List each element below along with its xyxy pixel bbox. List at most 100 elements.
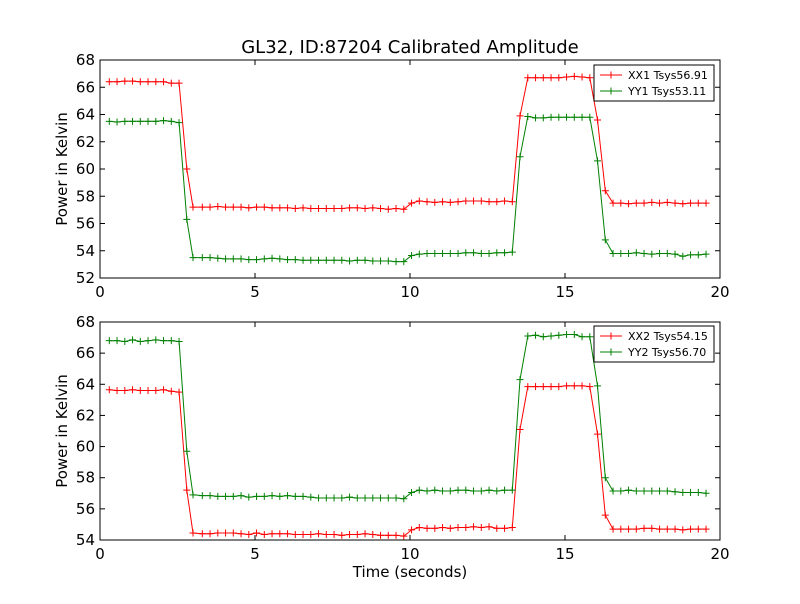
data-point — [284, 492, 292, 500]
plot-1: 0 5 10 15 20 54 56 58 60 62 64 66 68 XX2 Tsys54.15 YY2… — [76, 313, 730, 563]
y-tick-label: 60 — [76, 438, 95, 456]
data-point — [167, 79, 175, 87]
data-point — [152, 78, 160, 86]
y-axis-label-bottom: Power in Kelvin — [53, 374, 71, 488]
data-point — [617, 487, 625, 495]
data-point — [671, 525, 679, 533]
data-point — [594, 157, 602, 165]
data-point — [702, 525, 710, 533]
data-point — [291, 256, 299, 264]
data-point — [206, 203, 214, 211]
data-point — [214, 202, 222, 210]
data-point — [539, 333, 547, 341]
data-point — [570, 72, 578, 80]
data-point — [640, 487, 648, 495]
data-point — [601, 511, 609, 519]
chart-title-top: GL32, ID:87204 Calibrated Amplitude — [241, 37, 579, 58]
data-point — [361, 494, 369, 502]
data-point — [121, 337, 129, 345]
data-point — [408, 199, 416, 207]
data-point — [648, 487, 656, 495]
data-point — [462, 524, 470, 532]
data-point — [462, 197, 470, 205]
data-point — [384, 494, 392, 502]
data-point — [694, 199, 702, 207]
data-point — [206, 254, 214, 262]
data-point — [136, 117, 144, 125]
data-point — [121, 117, 129, 125]
data-point — [299, 492, 307, 500]
series-markers-0-0 — [105, 72, 710, 213]
data-point — [346, 204, 354, 212]
data-point — [198, 203, 206, 211]
data-point — [206, 492, 214, 500]
data-point — [625, 525, 633, 533]
data-point — [284, 256, 292, 264]
data-point — [501, 197, 509, 205]
data-point — [640, 249, 648, 257]
data-point — [555, 74, 563, 82]
data-point — [268, 204, 276, 212]
x-tick-label: 20 — [710, 545, 729, 563]
data-point — [229, 529, 237, 537]
data-point — [229, 255, 237, 263]
data-point — [524, 74, 532, 82]
data-point — [415, 524, 423, 532]
data-point — [260, 531, 268, 539]
data-point — [694, 525, 702, 533]
data-point — [353, 204, 361, 212]
y-tick-label: 54 — [76, 242, 95, 260]
data-point — [656, 487, 664, 495]
data-point — [532, 331, 540, 339]
data-point — [276, 492, 284, 500]
data-point — [454, 524, 462, 532]
data-point — [625, 249, 633, 257]
y-tick-label: 66 — [76, 344, 95, 362]
data-point — [454, 486, 462, 494]
data-point — [330, 494, 338, 502]
data-point — [369, 531, 377, 539]
data-point — [524, 383, 532, 391]
data-point — [648, 524, 656, 532]
data-point — [291, 205, 299, 213]
data-point — [361, 205, 369, 213]
data-point — [175, 79, 183, 87]
x-axis-label-bottom: Time (seconds) — [352, 563, 468, 581]
data-point — [555, 383, 563, 391]
data-point — [508, 248, 516, 256]
y-tick-label: 64 — [76, 375, 95, 393]
data-point — [299, 256, 307, 264]
data-point — [594, 116, 602, 124]
data-point — [105, 337, 113, 345]
data-point — [439, 249, 447, 257]
data-point — [330, 531, 338, 539]
data-point — [361, 530, 369, 538]
data-point — [578, 333, 586, 341]
data-point — [687, 489, 695, 497]
y-tick-label: 58 — [76, 469, 95, 487]
data-point — [586, 383, 594, 391]
data-point — [315, 494, 323, 502]
data-point — [477, 197, 485, 205]
data-point — [307, 205, 315, 213]
data-point — [276, 530, 284, 538]
y-tick-label: 68 — [76, 313, 95, 331]
data-point — [547, 383, 555, 391]
data-point — [346, 257, 354, 265]
data-point — [353, 531, 361, 539]
data-point — [214, 254, 222, 262]
data-point — [501, 524, 509, 532]
series-markers-0-1 — [105, 113, 710, 266]
x-tick-label: 0 — [95, 545, 105, 563]
data-point — [214, 492, 222, 500]
data-point — [516, 153, 524, 161]
data-point — [431, 486, 439, 494]
y-tick-label: 64 — [76, 106, 95, 124]
data-point — [470, 523, 478, 531]
data-point — [400, 532, 408, 540]
data-point — [594, 382, 602, 390]
data-point — [408, 526, 416, 534]
data-point — [144, 78, 152, 86]
data-point — [377, 257, 385, 265]
